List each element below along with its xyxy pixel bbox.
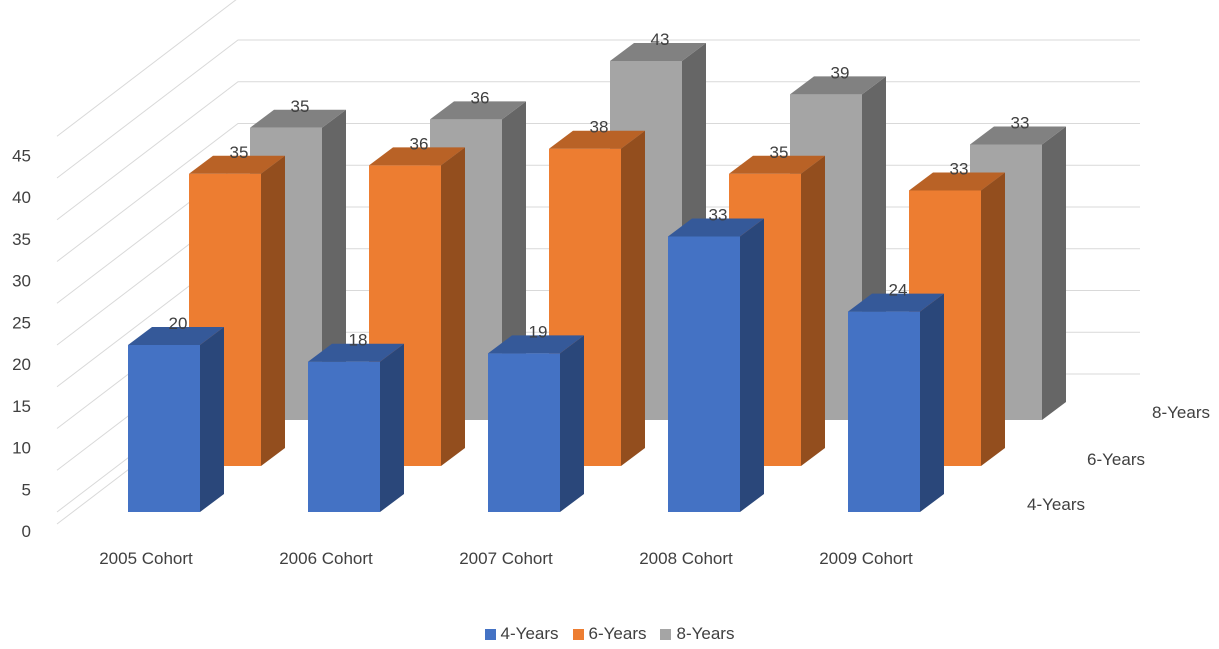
y-tick-0: 0 <box>22 522 31 541</box>
legend-item-4-years[interactable]: 4-Years <box>484 624 559 644</box>
bar-top <box>488 335 584 354</box>
bar-top <box>790 76 886 95</box>
data-label-6-years-0: 35 <box>230 143 249 162</box>
gridline-45 <box>56 0 237 137</box>
bar-4-years-1 <box>308 343 404 512</box>
data-label-8-years-3: 39 <box>831 63 850 82</box>
data-label-6-years-2: 38 <box>590 118 609 137</box>
bar-top <box>430 101 526 120</box>
bar-top <box>250 109 346 128</box>
data-label-8-years-2: 43 <box>651 30 670 49</box>
legend-label-8-years: 8-Years <box>676 624 735 643</box>
x-tick-0: 2005 Cohort <box>99 549 193 568</box>
data-label-4-years-3: 33 <box>709 205 728 224</box>
bar-top <box>549 130 645 149</box>
bar-side <box>981 172 1005 466</box>
y-tick-25: 25 <box>12 313 31 332</box>
bar-4-years-3 <box>668 218 764 512</box>
bar-front <box>128 345 200 512</box>
bar-top <box>610 42 706 61</box>
bar-top <box>909 172 1005 191</box>
bar-top <box>128 327 224 345</box>
bar-top <box>668 218 764 237</box>
bar-4-years-2 <box>488 335 584 512</box>
y-tick-10: 10 <box>12 439 31 458</box>
data-label-6-years-4: 33 <box>950 159 969 178</box>
data-label-8-years-4: 33 <box>1011 113 1030 132</box>
bar-side <box>322 109 346 420</box>
legend-swatch-8-years <box>660 628 672 640</box>
bar-side <box>380 343 404 512</box>
data-label-4-years-4: 24 <box>889 281 908 300</box>
bar-front <box>488 353 560 512</box>
bar-side <box>740 218 764 512</box>
data-label-4-years-1: 18 <box>349 331 368 350</box>
data-label-4-years-2: 19 <box>529 322 548 341</box>
legend-label-6-years: 6-Years <box>588 624 647 643</box>
bar-side <box>441 147 465 466</box>
bar-front <box>308 361 380 512</box>
y-tick-30: 30 <box>12 272 31 291</box>
bar-6-years-2 <box>549 130 645 466</box>
y-tick-35: 35 <box>12 230 31 249</box>
bar-side <box>920 293 944 512</box>
bar-top <box>308 343 404 362</box>
x-tick-4: 2009 Cohort <box>819 549 913 568</box>
data-label-8-years-0: 35 <box>291 97 310 116</box>
bar-side <box>621 130 645 466</box>
legend-item-6-years[interactable]: 6-Years <box>572 624 647 644</box>
bar-front <box>668 236 740 512</box>
bars: 35 36 43 39 33 35 36 38 35 33 20 18 19 33 24 <box>128 30 1066 512</box>
bar-side <box>200 327 224 512</box>
legend-swatch-4-years <box>484 628 496 640</box>
bar-4-years-0 <box>128 327 224 512</box>
depth-tick-0: 4-Years <box>1027 495 1085 514</box>
x-tick-1: 2006 Cohort <box>279 549 373 568</box>
bar-top <box>369 147 465 166</box>
bar-side <box>801 155 825 466</box>
bar-side <box>1042 126 1066 420</box>
legend-swatch-6-years <box>572 628 584 640</box>
depth-tick-2: 8-Years <box>1152 403 1210 422</box>
x-tick-2: 2007 Cohort <box>459 549 553 568</box>
data-label-8-years-1: 36 <box>471 88 490 107</box>
bar-top <box>189 155 285 174</box>
y-tick-45: 45 <box>12 146 31 165</box>
x-axis-ticks: 2005 Cohort 2006 Cohort 2007 Cohort 2008 Co… <box>99 549 913 568</box>
data-label-4-years-0: 20 <box>169 314 188 333</box>
gridline-40 <box>56 39 1140 179</box>
legend: 4-Years 6-Years 8-Years <box>0 624 1219 644</box>
bar-side <box>261 155 285 466</box>
legend-item-8-years[interactable]: 8-Years <box>660 624 734 644</box>
bar-top <box>729 155 825 174</box>
y-tick-20: 20 <box>12 355 31 374</box>
data-label-6-years-1: 36 <box>410 134 429 153</box>
y-tick-15: 15 <box>12 397 31 416</box>
data-label-6-years-3: 35 <box>770 143 789 162</box>
bar-front <box>848 311 920 512</box>
y-axis-ticks: 0 5 10 15 20 25 30 35 40 45 <box>12 146 31 541</box>
depth-tick-1: 6-Years <box>1087 450 1145 469</box>
bar-top <box>848 293 944 312</box>
legend-label-4-years: 4-Years <box>500 624 559 643</box>
bar-4-years-4 <box>848 293 944 512</box>
bar-side <box>560 335 584 512</box>
y-tick-40: 40 <box>12 188 31 207</box>
depth-axis-ticks: 4-Years 6-Years 8-Years <box>1027 403 1210 514</box>
bar-top <box>970 126 1066 145</box>
x-tick-3: 2008 Cohort <box>639 549 733 568</box>
y-tick-5: 5 <box>22 480 31 499</box>
series-4-years: 20 18 19 33 24 <box>128 205 944 512</box>
